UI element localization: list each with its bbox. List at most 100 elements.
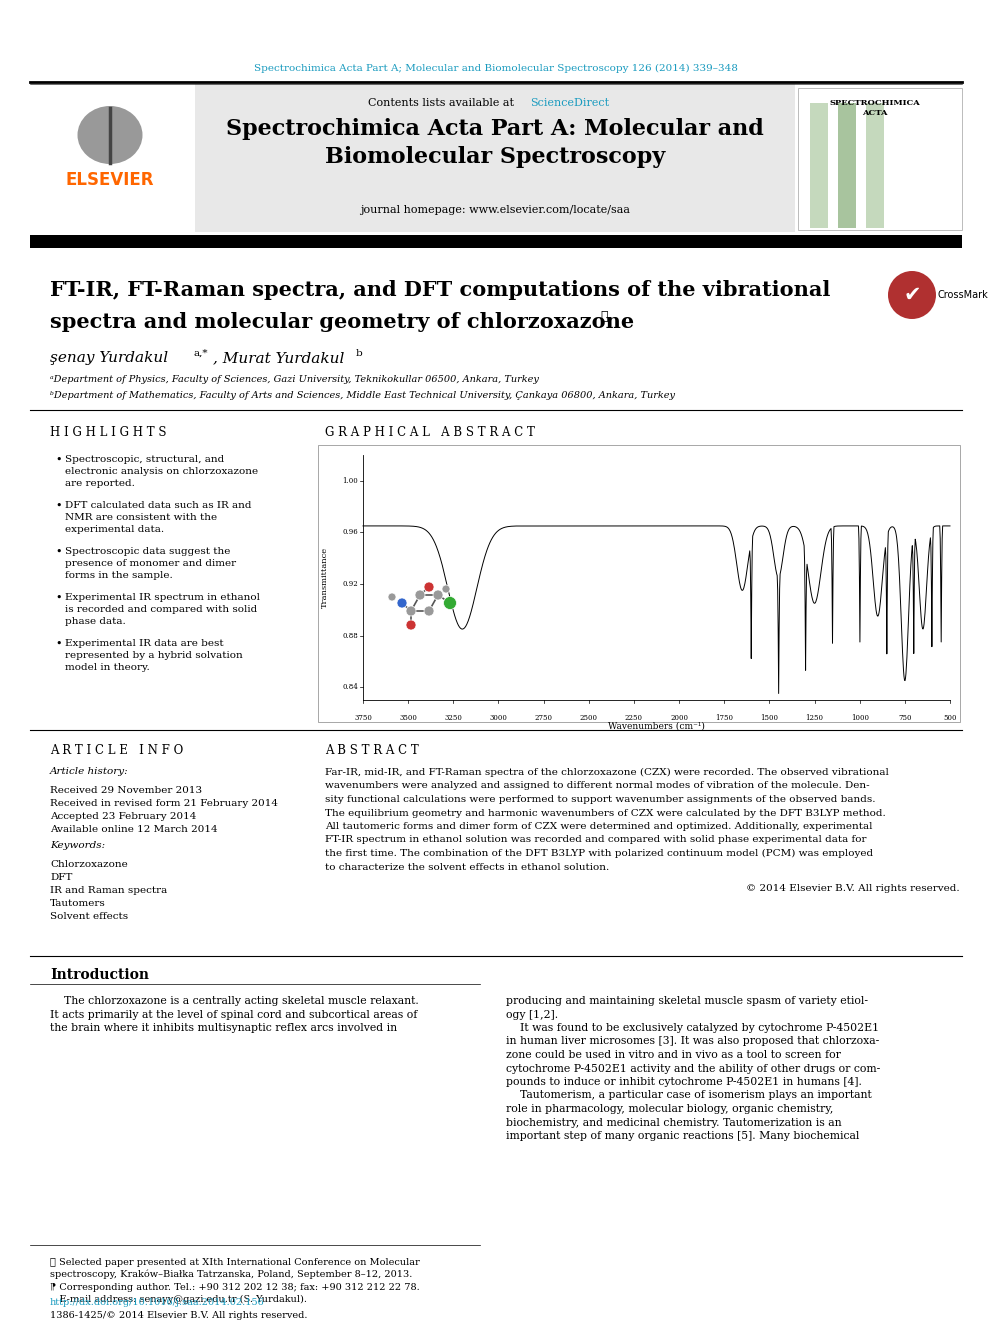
Text: cytochrome P-4502E1 activity and the ability of other drugs or com-: cytochrome P-4502E1 activity and the abi… xyxy=(506,1064,880,1073)
Text: Spectroscopic data suggest the: Spectroscopic data suggest the xyxy=(65,546,230,556)
Text: 3250: 3250 xyxy=(444,714,462,722)
Text: Tautomerism, a particular case of isomerism plays an important: Tautomerism, a particular case of isomer… xyxy=(506,1090,872,1101)
Text: H I G H L I G H T S: H I G H L I G H T S xyxy=(50,426,167,438)
Text: pounds to induce or inhibit cytochrome P-4502E1 in humans [4].: pounds to induce or inhibit cytochrome P… xyxy=(506,1077,862,1088)
Text: Received in revised form 21 February 2014: Received in revised form 21 February 201… xyxy=(50,799,278,808)
Text: 0.92: 0.92 xyxy=(342,579,358,587)
Text: şenay Yurdakul: şenay Yurdakul xyxy=(50,351,168,365)
Text: It acts primarily at the level of spinal cord and subcortical areas of: It acts primarily at the level of spinal… xyxy=(50,1009,418,1020)
Text: are reported.: are reported. xyxy=(65,479,135,488)
Text: NMR are consistent with the: NMR are consistent with the xyxy=(65,513,217,523)
Text: •: • xyxy=(55,501,62,511)
Text: 3000: 3000 xyxy=(489,714,507,722)
Text: ogy [1,2].: ogy [1,2]. xyxy=(506,1009,558,1020)
Text: Experimental IR spectrum in ethanol: Experimental IR spectrum in ethanol xyxy=(65,593,260,602)
Bar xyxy=(30,235,962,247)
Text: Transmittance: Transmittance xyxy=(321,546,329,609)
Text: IR and Raman spectra: IR and Raman spectra xyxy=(50,886,168,894)
Text: ELSEVIER: ELSEVIER xyxy=(65,171,154,189)
Text: SPECTROCHIMICA
ACTA: SPECTROCHIMICA ACTA xyxy=(829,99,921,116)
Circle shape xyxy=(424,606,434,617)
Circle shape xyxy=(424,582,434,591)
Bar xyxy=(195,83,795,232)
Text: Available online 12 March 2014: Available online 12 March 2014 xyxy=(50,826,217,833)
Text: 2500: 2500 xyxy=(579,714,598,722)
Text: G R A P H I C A L   A B S T R A C T: G R A P H I C A L A B S T R A C T xyxy=(325,426,535,438)
Circle shape xyxy=(406,620,416,630)
Text: Received 29 November 2013: Received 29 November 2013 xyxy=(50,786,202,795)
Circle shape xyxy=(433,590,443,601)
Text: ᵃDepartment of Physics, Faculty of Sciences, Gazi University, Teknikokullar 0650: ᵃDepartment of Physics, Faculty of Scien… xyxy=(50,376,539,385)
Bar xyxy=(318,445,960,722)
Text: ★: ★ xyxy=(600,310,607,323)
Text: •: • xyxy=(55,455,62,464)
Text: http://dx.doi.org/10.1016/j.saa.2014.02.156: http://dx.doi.org/10.1016/j.saa.2014.02.… xyxy=(50,1298,265,1307)
Text: A B S T R A C T: A B S T R A C T xyxy=(325,744,419,757)
Circle shape xyxy=(415,590,425,601)
Text: It was found to be exclusively catalyzed by cytochrome P-4502E1: It was found to be exclusively catalyzed… xyxy=(506,1023,879,1033)
Text: Introduction: Introduction xyxy=(50,968,149,982)
Text: wavenumbers were analyzed and assigned to different normal modes of vibration of: wavenumbers were analyzed and assigned t… xyxy=(325,782,870,791)
Text: ScienceDirect: ScienceDirect xyxy=(530,98,609,108)
Text: in human liver microsomes [3]. It was also proposed that chlorzoxa-: in human liver microsomes [3]. It was al… xyxy=(506,1036,879,1046)
Text: experimental data.: experimental data. xyxy=(65,525,164,534)
Text: Far-IR, mid-IR, and FT-Raman spectra of the chlorzoxazone (CZX) were recorded. T: Far-IR, mid-IR, and FT-Raman spectra of … xyxy=(325,767,889,777)
Text: the brain where it inhibits multisynaptic reflex arcs involved in: the brain where it inhibits multisynapti… xyxy=(50,1023,397,1033)
Text: a,*: a,* xyxy=(194,348,208,357)
Text: 1500: 1500 xyxy=(761,714,779,722)
Text: forms in the sample.: forms in the sample. xyxy=(65,572,173,579)
Circle shape xyxy=(388,593,396,601)
Text: presence of monomer and dimer: presence of monomer and dimer xyxy=(65,560,236,568)
Circle shape xyxy=(397,598,407,609)
Text: CrossMark: CrossMark xyxy=(938,290,989,300)
Text: 0.96: 0.96 xyxy=(342,528,358,536)
Text: FT-IR spectrum in ethanol solution was recorded and compared with solid phase ex: FT-IR spectrum in ethanol solution was r… xyxy=(325,836,866,844)
Text: 1750: 1750 xyxy=(715,714,733,722)
Text: Spectrochimica Acta Part A; Molecular and Biomolecular Spectroscopy 126 (2014) 3: Spectrochimica Acta Part A; Molecular an… xyxy=(254,64,738,73)
Ellipse shape xyxy=(77,106,143,164)
Bar xyxy=(810,103,828,228)
Text: DFT calculated data such as IR and: DFT calculated data such as IR and xyxy=(65,501,252,509)
Text: FT-IR, FT-Raman spectra, and DFT computations of the vibrational: FT-IR, FT-Raman spectra, and DFT computa… xyxy=(50,280,830,300)
Text: 0.88: 0.88 xyxy=(342,631,358,639)
Text: •: • xyxy=(55,593,62,603)
Text: 2000: 2000 xyxy=(670,714,688,722)
Text: Wavenumbers (cm⁻¹): Wavenumbers (cm⁻¹) xyxy=(608,722,705,732)
Text: Spectrochimica Acta Part A: Molecular and
Biomolecular Spectroscopy: Spectrochimica Acta Part A: Molecular an… xyxy=(226,118,764,168)
Text: journal homepage: www.elsevier.com/locate/saa: journal homepage: www.elsevier.com/locat… xyxy=(360,205,630,216)
Text: spectra and molecular geometry of chlorzoxazone: spectra and molecular geometry of chlorz… xyxy=(50,312,634,332)
Text: ✔: ✔ xyxy=(904,284,921,306)
Text: ★ Selected paper presented at XIth International Conference on Molecular: ★ Selected paper presented at XIth Inter… xyxy=(50,1258,420,1267)
Text: Accepted 23 February 2014: Accepted 23 February 2014 xyxy=(50,812,196,822)
Text: All tautomeric forms and dimer form of CZX were determined and optimized. Additi: All tautomeric forms and dimer form of C… xyxy=(325,822,873,831)
Text: Tautomers: Tautomers xyxy=(50,900,106,908)
Text: biochemistry, and medicinal chemistry. Tautomerization is an: biochemistry, and medicinal chemistry. T… xyxy=(506,1118,841,1127)
Text: 2250: 2250 xyxy=(625,714,643,722)
Circle shape xyxy=(406,606,416,617)
Text: ⁋ Corresponding author. Tel.: +90 312 202 12 38; fax: +90 312 212 22 78.: ⁋ Corresponding author. Tel.: +90 312 20… xyxy=(50,1283,420,1293)
Text: 3750: 3750 xyxy=(354,714,372,722)
Circle shape xyxy=(442,585,450,593)
Text: represented by a hybrid solvation: represented by a hybrid solvation xyxy=(65,651,243,660)
Text: Article history:: Article history: xyxy=(50,767,129,777)
Text: © 2014 Elsevier B.V. All rights reserved.: © 2014 Elsevier B.V. All rights reserved… xyxy=(746,884,960,893)
Text: Contents lists available at: Contents lists available at xyxy=(368,98,518,108)
Text: DFT: DFT xyxy=(50,873,72,882)
Text: 0.84: 0.84 xyxy=(342,683,358,691)
Text: •: • xyxy=(55,639,62,650)
Text: The equilibrium geometry and harmonic wavenumbers of CZX were calculated by the : The equilibrium geometry and harmonic wa… xyxy=(325,808,886,818)
Bar xyxy=(866,103,884,228)
Text: 500: 500 xyxy=(943,714,956,722)
Text: •: • xyxy=(55,546,62,557)
Text: spectroscopy, Kraków–Białka Tatrzanska, Poland, September 8–12, 2013.: spectroscopy, Kraków–Białka Tatrzanska, … xyxy=(50,1270,413,1279)
Text: important step of many organic reactions [5]. Many biochemical: important step of many organic reactions… xyxy=(506,1131,859,1140)
Bar xyxy=(838,103,856,228)
Bar xyxy=(798,89,962,230)
Text: model in theory.: model in theory. xyxy=(65,663,150,672)
Circle shape xyxy=(443,597,456,610)
Text: sity functional calculations were performed to support wavenumber assignments of: sity functional calculations were perfor… xyxy=(325,795,876,804)
Circle shape xyxy=(888,271,936,319)
Text: Solvent effects: Solvent effects xyxy=(50,912,128,921)
Text: Experimental IR data are best: Experimental IR data are best xyxy=(65,639,223,648)
Text: zone could be used in vitro and in vivo as a tool to screen for: zone could be used in vitro and in vivo … xyxy=(506,1050,841,1060)
